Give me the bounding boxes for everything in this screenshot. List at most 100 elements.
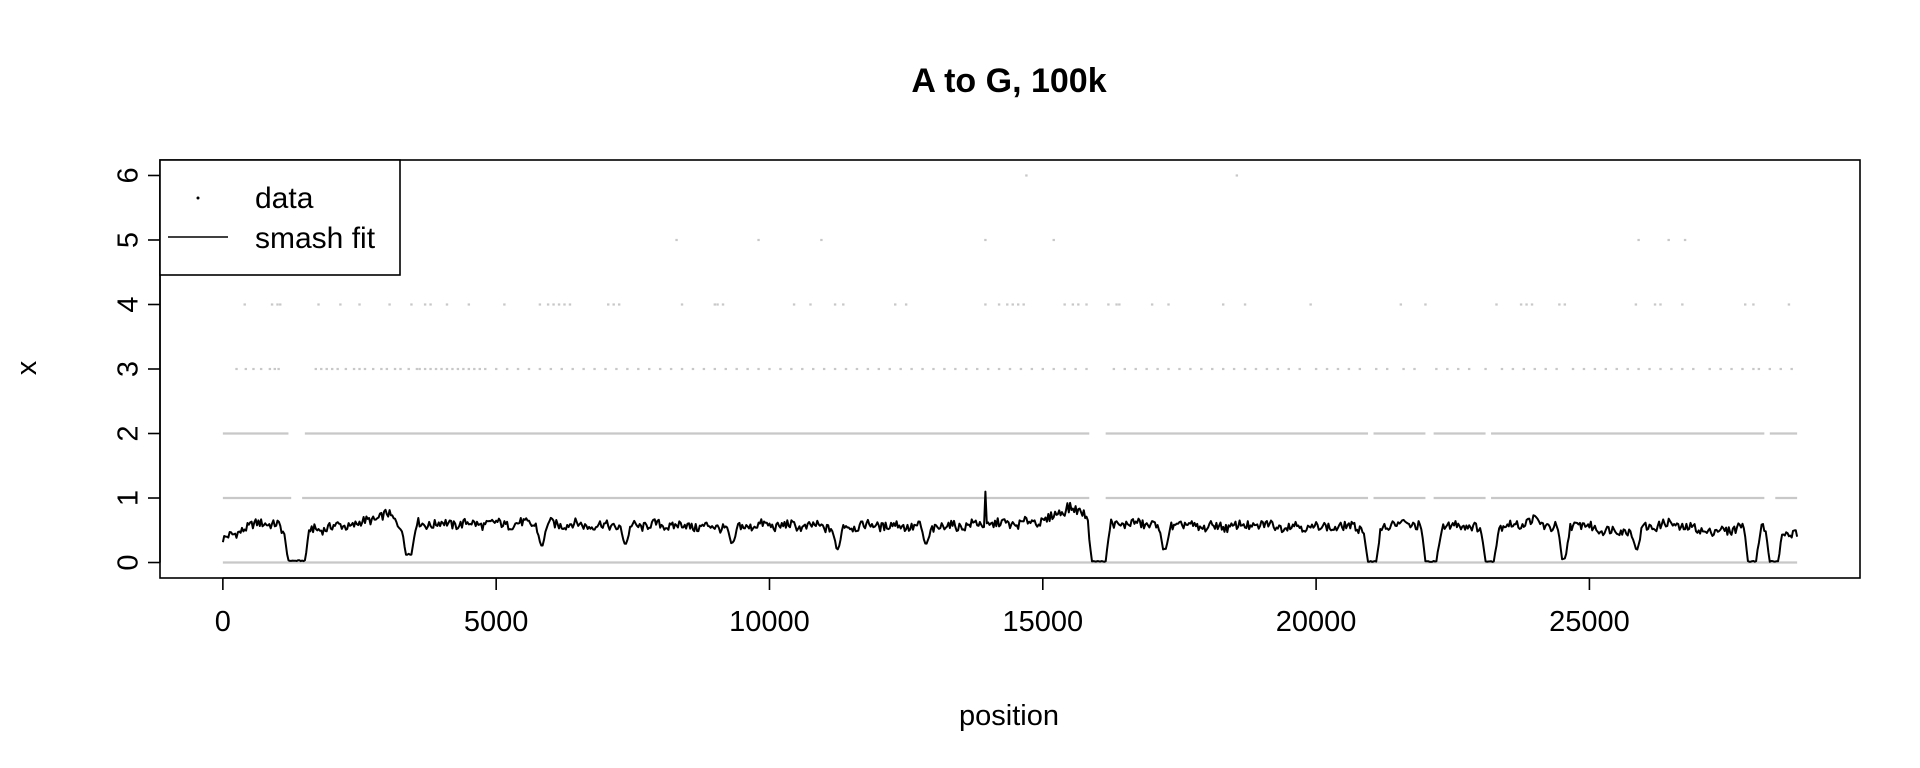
data-point — [1167, 367, 1170, 371]
data-point — [1604, 367, 1608, 371]
data-point — [1074, 367, 1077, 371]
data-point — [954, 367, 957, 371]
data-point — [423, 367, 427, 371]
data-point — [1025, 174, 1028, 177]
data-point — [779, 367, 782, 371]
legend-data-label: data — [255, 182, 314, 215]
data-point — [456, 367, 460, 371]
data-point — [1336, 367, 1340, 371]
data-point — [757, 238, 760, 242]
x-tick-label: 0 — [215, 606, 231, 638]
data-point — [1399, 303, 1403, 306]
data-point — [1022, 303, 1025, 306]
data-point — [440, 367, 443, 371]
data-point — [1424, 303, 1427, 306]
data-point — [358, 367, 361, 371]
data-point — [801, 367, 804, 371]
legend-box — [159, 159, 401, 276]
data-point — [1544, 367, 1547, 371]
data-point — [1276, 367, 1280, 371]
data-point — [336, 367, 339, 371]
data-point — [932, 367, 935, 371]
data-point — [473, 367, 476, 371]
y-tick-label: 0 — [113, 554, 145, 570]
data-point — [235, 367, 238, 371]
data-point — [1484, 367, 1487, 371]
data-point — [612, 303, 615, 306]
data-point — [462, 367, 465, 371]
data-point — [1115, 303, 1118, 306]
data-point — [1309, 303, 1312, 306]
data-point — [320, 367, 323, 371]
x-axis: 0 5000 10000 15000 20000 25000 — [215, 577, 1630, 638]
data-point — [768, 367, 771, 371]
data-point — [637, 367, 640, 371]
data-point — [423, 303, 427, 306]
data-point — [1314, 367, 1318, 371]
data-point — [277, 367, 280, 371]
data-point — [1167, 303, 1170, 306]
data-point — [844, 367, 848, 371]
data-point — [820, 238, 823, 242]
data-point — [252, 367, 255, 371]
data-point — [552, 303, 555, 306]
data-point — [877, 367, 881, 371]
data-point — [691, 367, 695, 371]
data-point — [615, 367, 618, 371]
data-point — [1500, 367, 1504, 371]
data-point — [407, 367, 410, 371]
data-point — [1615, 367, 1618, 371]
data-point — [503, 303, 506, 306]
data-point — [1052, 367, 1055, 371]
data-point — [1016, 303, 1020, 306]
data-point — [1648, 367, 1651, 371]
data-point — [1358, 367, 1362, 371]
data-point — [1637, 367, 1640, 371]
data-point — [1571, 367, 1575, 371]
data-point — [276, 303, 279, 306]
data-point — [855, 367, 859, 371]
data-point — [1744, 303, 1747, 306]
data-point — [330, 367, 334, 371]
data-point — [1221, 367, 1225, 371]
data-point — [1178, 367, 1181, 371]
data-point — [1467, 367, 1471, 371]
data-point — [317, 303, 320, 306]
data-point — [842, 303, 845, 306]
data-point — [1006, 303, 1009, 306]
data-point — [648, 367, 651, 371]
data-point — [1525, 303, 1528, 306]
data-point — [1787, 303, 1791, 306]
data-point — [790, 367, 793, 371]
data-point — [1232, 367, 1236, 371]
data-point — [1019, 367, 1023, 371]
data-point — [1235, 174, 1239, 177]
data-point — [571, 367, 574, 371]
data-point — [1243, 367, 1247, 371]
data-point — [358, 303, 361, 306]
data-point — [604, 367, 607, 371]
data-point — [371, 367, 375, 371]
data-point — [702, 367, 706, 371]
data-point — [910, 367, 913, 371]
data-point — [546, 303, 550, 306]
data-point — [997, 303, 1001, 306]
data-point — [429, 303, 432, 306]
data-point — [380, 367, 383, 371]
data-point — [560, 367, 563, 371]
data-point — [669, 367, 673, 371]
data-point — [244, 367, 248, 371]
y-tick-label: 5 — [113, 232, 145, 248]
data-point — [593, 367, 596, 371]
data-point — [1511, 367, 1515, 371]
data-point — [1413, 367, 1416, 371]
data-point — [809, 303, 812, 306]
data-point — [344, 367, 348, 371]
x-tick-label: 5000 — [464, 606, 529, 638]
data-point — [1457, 367, 1460, 371]
data-point — [279, 303, 282, 306]
data-point — [385, 367, 389, 371]
data-point — [1522, 367, 1526, 371]
data-point — [1145, 367, 1148, 371]
